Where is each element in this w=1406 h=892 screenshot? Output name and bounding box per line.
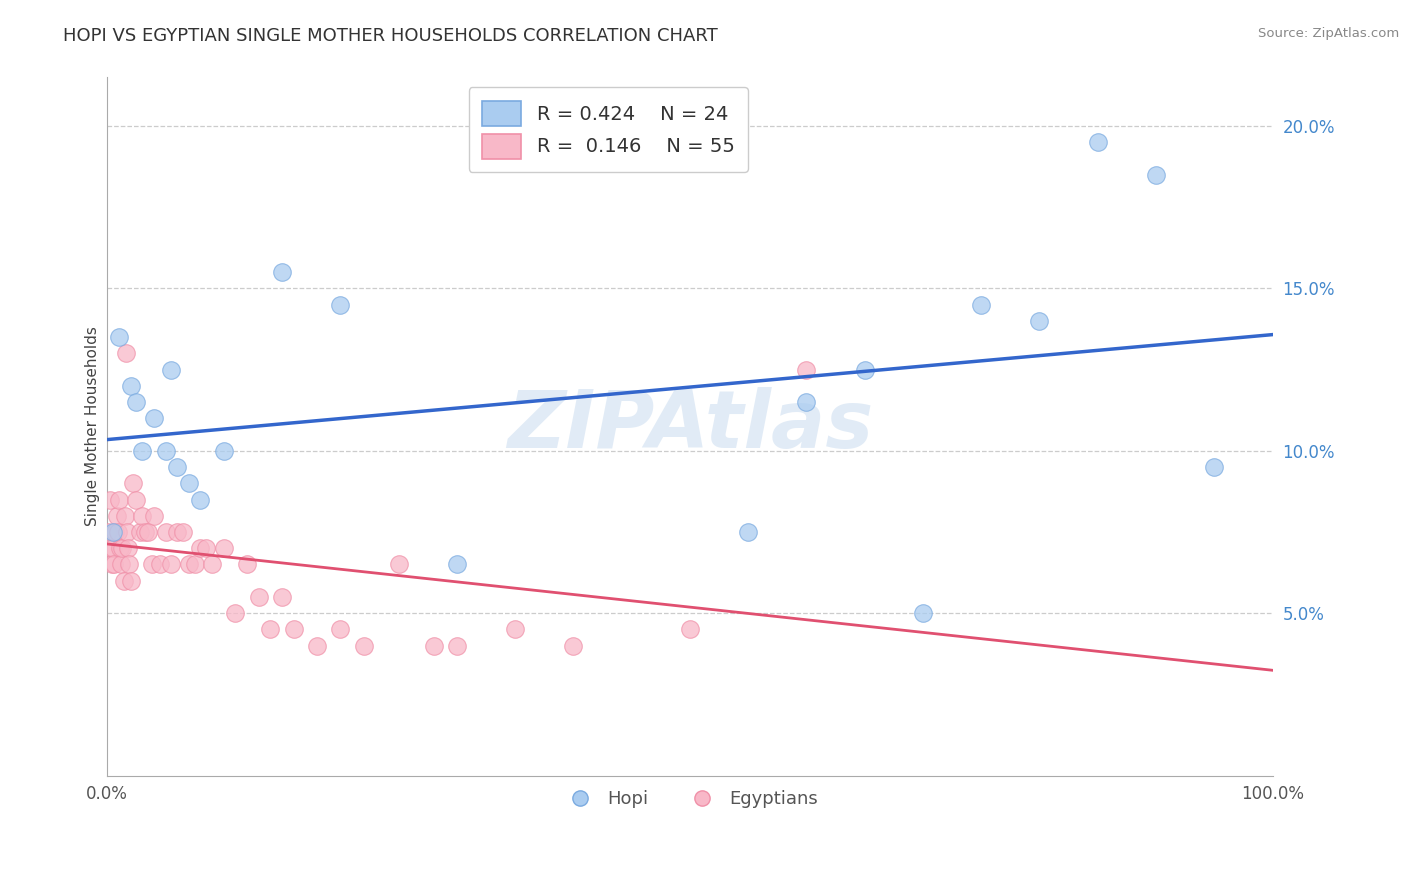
Point	[120, 379, 142, 393]
Point	[247, 590, 270, 604]
Point	[1087, 136, 1109, 150]
Point	[110, 558, 132, 572]
Point	[111, 541, 134, 556]
Point	[329, 298, 352, 312]
Point	[101, 558, 124, 572]
Point	[236, 558, 259, 572]
Point	[796, 395, 818, 409]
Point	[115, 524, 138, 539]
Point	[283, 623, 305, 637]
Point	[446, 558, 468, 572]
Point	[853, 362, 876, 376]
Point	[271, 590, 294, 604]
Point	[329, 623, 352, 637]
Point	[120, 574, 142, 588]
Point	[562, 639, 585, 653]
Point	[136, 524, 159, 539]
Point	[117, 541, 139, 556]
Point	[101, 541, 124, 556]
Point	[177, 558, 200, 572]
Point	[422, 639, 444, 653]
Point	[160, 362, 183, 376]
Point	[271, 265, 294, 279]
Point	[166, 524, 188, 539]
Point	[114, 508, 136, 523]
Point	[183, 558, 205, 572]
Point	[122, 476, 145, 491]
Point	[259, 623, 281, 637]
Point	[970, 298, 993, 312]
Y-axis label: Single Mother Households: Single Mother Households	[86, 326, 100, 526]
Point	[796, 362, 818, 376]
Point	[149, 558, 172, 572]
Point	[134, 524, 156, 539]
Point	[101, 524, 124, 539]
Point	[103, 558, 125, 572]
Point	[108, 330, 131, 344]
Point	[100, 541, 122, 556]
Text: ZIPAtlas: ZIPAtlas	[506, 387, 873, 466]
Point	[679, 623, 702, 637]
Point	[125, 395, 148, 409]
Point	[353, 639, 375, 653]
Point	[104, 524, 127, 539]
Point	[97, 524, 120, 539]
Point	[131, 508, 153, 523]
Point	[118, 558, 141, 572]
Point	[190, 541, 212, 556]
Point	[107, 524, 129, 539]
Point	[155, 524, 177, 539]
Text: HOPI VS EGYPTIAN SINGLE MOTHER HOUSEHOLDS CORRELATION CHART: HOPI VS EGYPTIAN SINGLE MOTHER HOUSEHOLD…	[63, 27, 718, 45]
Point	[1204, 460, 1226, 475]
Point	[142, 508, 165, 523]
Point	[212, 443, 235, 458]
Point	[172, 524, 194, 539]
Point	[155, 443, 177, 458]
Point	[128, 524, 150, 539]
Text: Source: ZipAtlas.com: Source: ZipAtlas.com	[1258, 27, 1399, 40]
Point	[115, 346, 138, 360]
Point	[201, 558, 224, 572]
Point	[98, 492, 121, 507]
Point	[737, 524, 759, 539]
Point	[1144, 168, 1167, 182]
Point	[105, 508, 128, 523]
Point	[446, 639, 468, 653]
Point	[212, 541, 235, 556]
Point	[131, 443, 153, 458]
Point	[160, 558, 183, 572]
Point	[190, 492, 212, 507]
Point	[142, 411, 165, 425]
Point	[387, 558, 409, 572]
Point	[108, 541, 131, 556]
Point	[112, 574, 135, 588]
Point	[141, 558, 163, 572]
Point	[177, 476, 200, 491]
Legend: Hopi, Egyptians: Hopi, Egyptians	[554, 783, 825, 815]
Point	[911, 606, 934, 620]
Point	[166, 460, 188, 475]
Point	[125, 492, 148, 507]
Point	[503, 623, 526, 637]
Point	[305, 639, 328, 653]
Point	[108, 492, 131, 507]
Point	[1028, 314, 1050, 328]
Point	[224, 606, 246, 620]
Point	[195, 541, 218, 556]
